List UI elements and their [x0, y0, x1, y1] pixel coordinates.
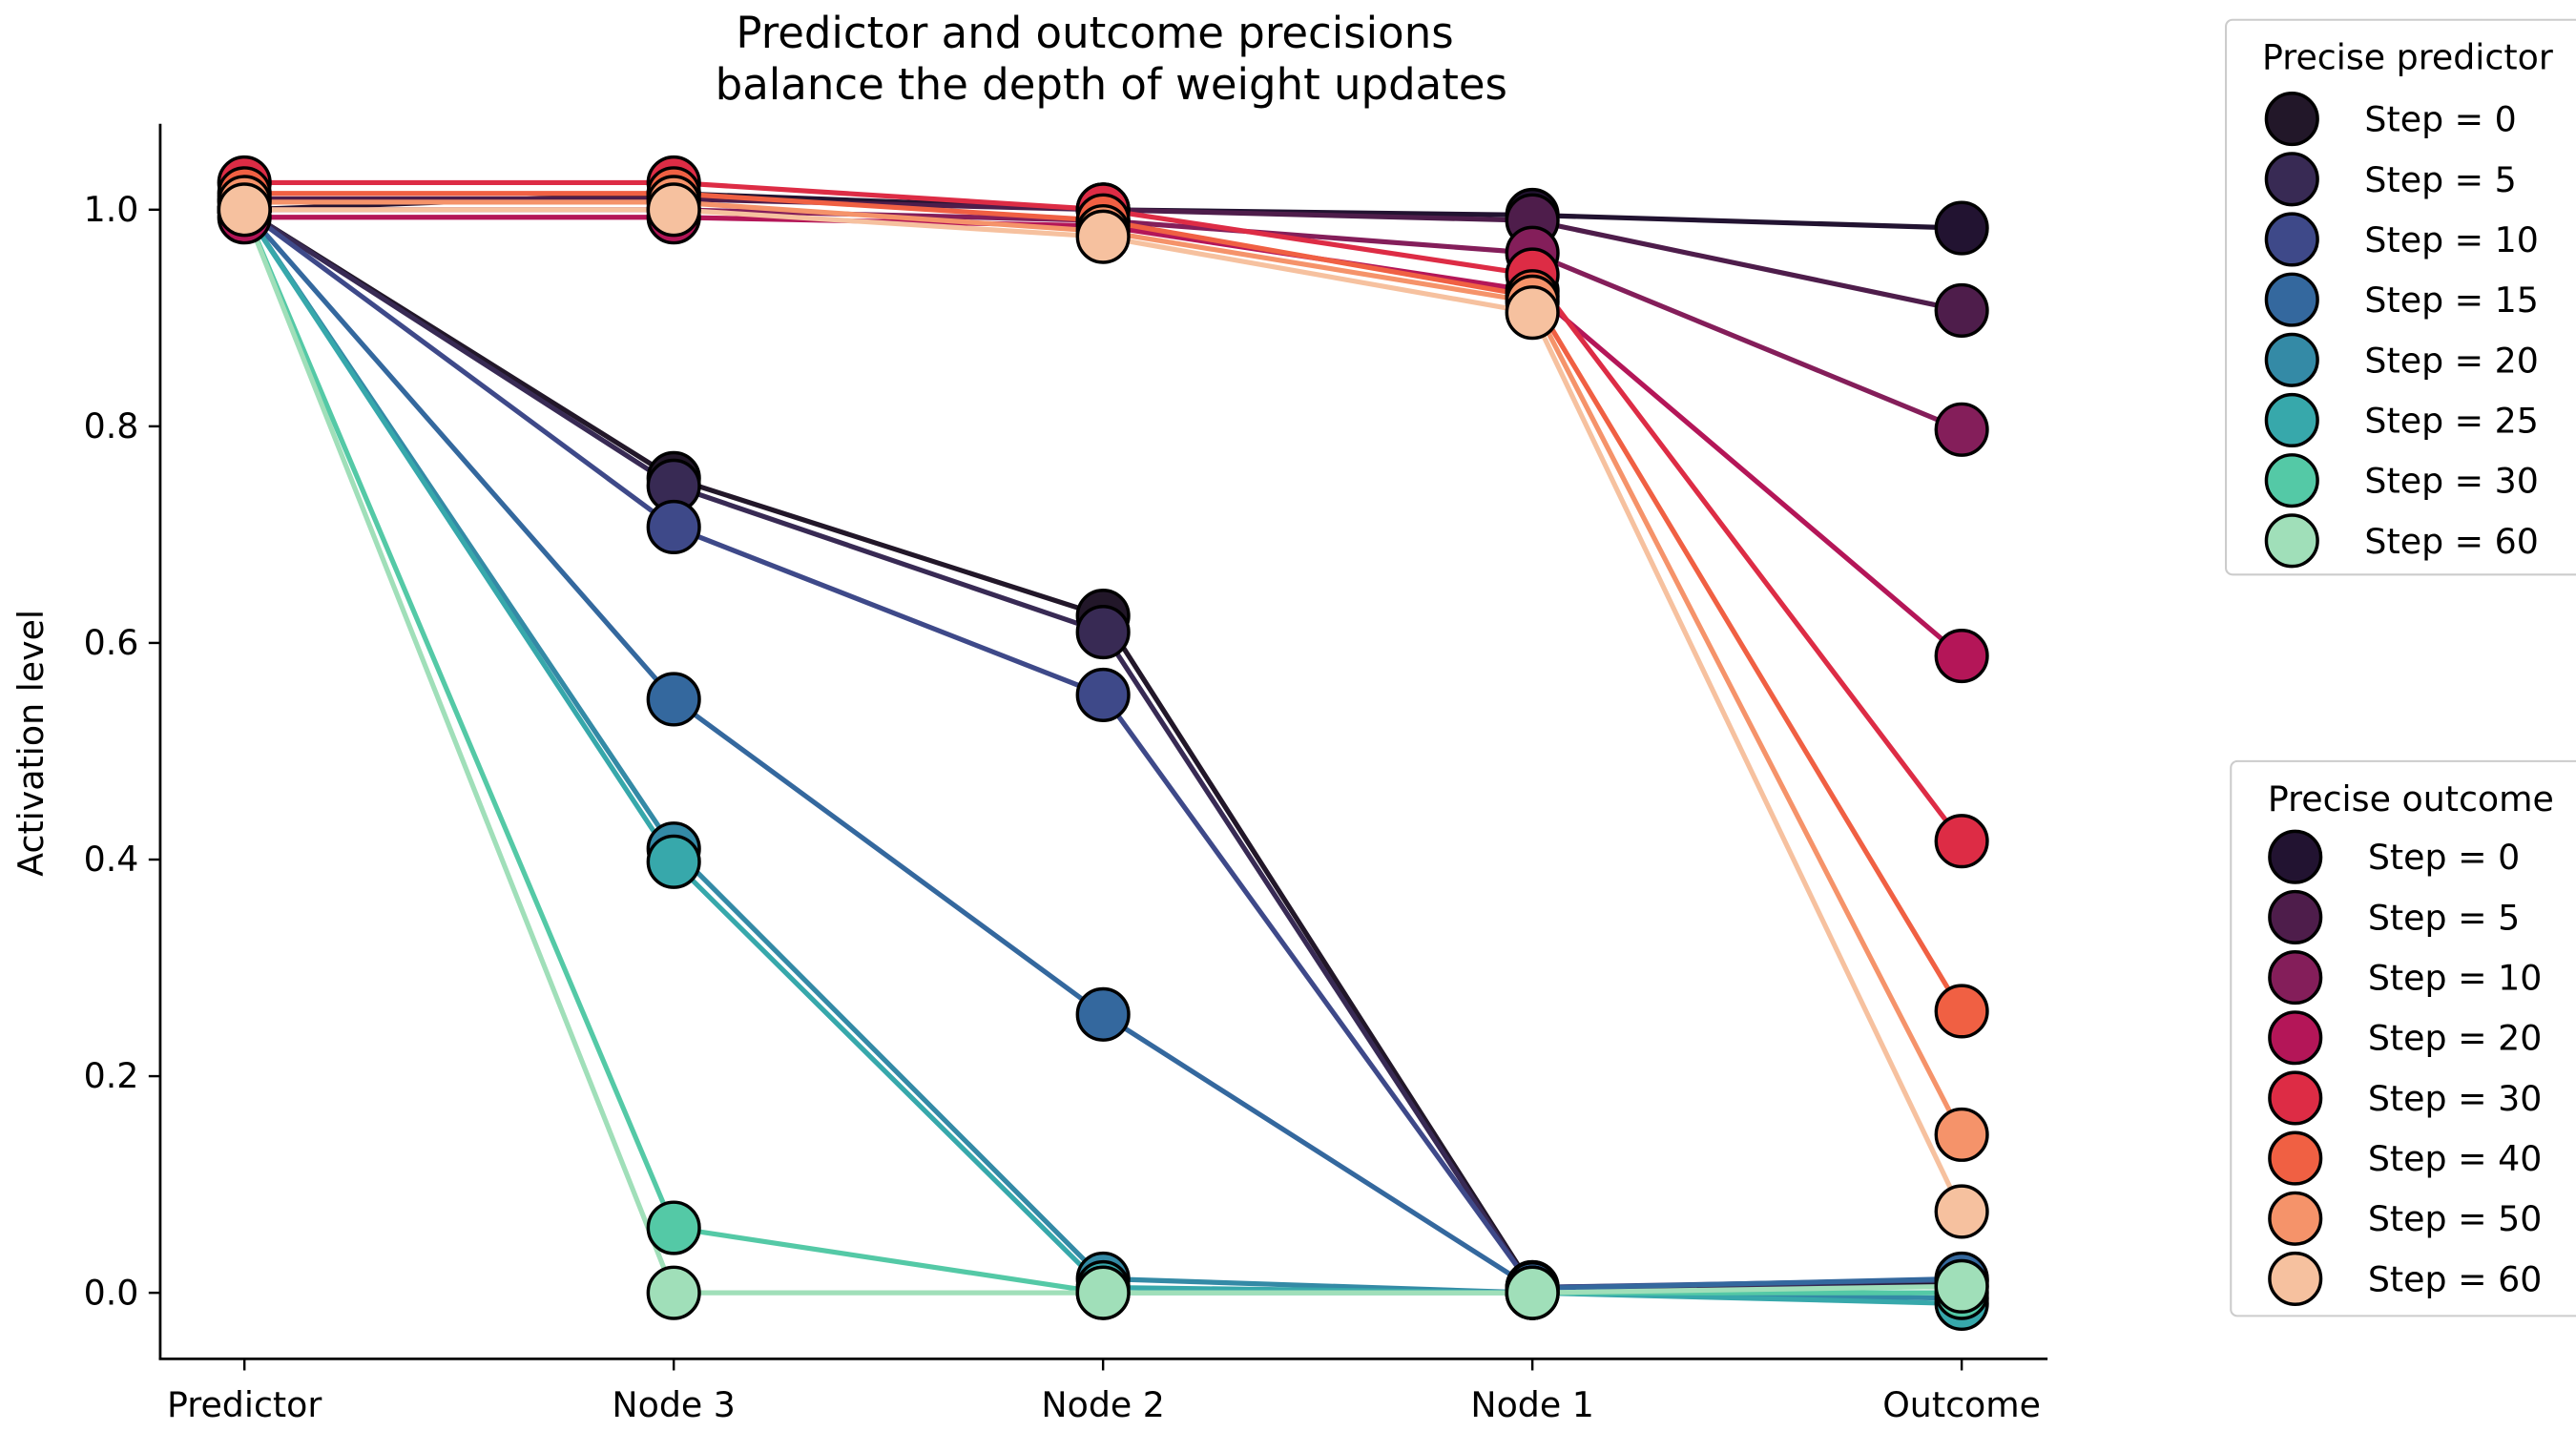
legend-label: Step = 40	[2368, 1138, 2542, 1179]
legend-marker	[2264, 453, 2319, 508]
data-point	[217, 182, 272, 238]
data-point	[1505, 285, 1560, 341]
legend-label: Step = 20	[2368, 1018, 2542, 1059]
legend-label: Step = 20	[2364, 340, 2538, 381]
y-axis-label: Activation level	[10, 610, 52, 877]
legend-marker	[2264, 513, 2319, 569]
legend-marker	[2268, 889, 2323, 944]
legend-precise-predictor: Precise predictor Step = 0 Step = 5 Step = …	[2225, 18, 2576, 576]
y-tick-label: 0.6	[84, 622, 139, 663]
legend-label: Step = 30	[2364, 461, 2538, 502]
legend-marker	[2268, 1251, 2323, 1306]
x-tick-label: Node 2	[1041, 1384, 1164, 1425]
data-point	[1934, 1258, 1989, 1314]
data-point	[1505, 1265, 1560, 1320]
legend-marker	[2264, 392, 2319, 448]
x-tick-label: Node 1	[1470, 1384, 1593, 1425]
legend-marker	[2268, 1010, 2323, 1066]
legend-label: Step = 10	[2364, 219, 2538, 260]
legend-title: Precise outcome	[2268, 778, 2554, 819]
legend-marker	[2264, 332, 2319, 387]
legend-label: Step = 10	[2368, 958, 2542, 999]
y-tick-label: 0.0	[84, 1272, 139, 1313]
legend-label: Step = 60	[2368, 1258, 2542, 1299]
y-tick-label: 1.0	[84, 189, 139, 230]
data-point	[1075, 605, 1131, 660]
data-point	[646, 1200, 701, 1255]
legend-marker	[2268, 1191, 2323, 1246]
legend-marker	[2268, 950, 2323, 1006]
chart-title-line-2: balance the depth of weight updates	[716, 59, 1507, 110]
y-tick-label: 0.4	[84, 839, 139, 880]
data-point	[1934, 984, 1989, 1039]
series-line	[244, 179, 1964, 843]
legend-precise-outcome: Precise outcome Step = 0 Step = 5 Step = 10…	[2230, 759, 2576, 1317]
y-tick-label: 0.8	[84, 405, 139, 446]
legend-marker	[2264, 272, 2319, 327]
data-point	[1075, 986, 1131, 1042]
legend-label: Step = 30	[2368, 1078, 2542, 1119]
legend-label: Step = 50	[2368, 1198, 2542, 1239]
data-point	[1934, 200, 1989, 256]
legend-marker	[2264, 152, 2319, 207]
legend-label: Step = 25	[2364, 400, 2538, 441]
data-point	[1934, 814, 1989, 869]
series-line	[242, 207, 1963, 1291]
legend-label: Step = 5	[2368, 897, 2520, 938]
legend-marker	[2264, 212, 2319, 267]
x-tick-label: Predictor	[167, 1384, 322, 1425]
legend-title: Precise predictor	[2262, 37, 2553, 78]
data-point	[1934, 629, 1989, 684]
legend-marker	[2268, 1070, 2323, 1126]
legend-marker	[2268, 829, 2323, 884]
data-point	[1934, 282, 1989, 338]
data-point	[646, 182, 701, 238]
data-point	[646, 672, 701, 727]
data-point	[1934, 1184, 1989, 1239]
legend-label: Step = 60	[2364, 521, 2538, 562]
y-tick-label: 0.2	[84, 1055, 139, 1096]
data-point	[1075, 209, 1131, 264]
data-point	[1934, 402, 1989, 457]
data-point	[1934, 1107, 1989, 1162]
data-point	[1075, 667, 1131, 722]
legend-label: Step = 5	[2364, 159, 2516, 200]
legend-marker	[2268, 1130, 2323, 1186]
legend-label: Step = 15	[2364, 280, 2538, 321]
chart-title-line-1: Predictor and outcome precisions	[736, 8, 1453, 58]
data-point	[1075, 1265, 1131, 1320]
legend-label: Step = 0	[2364, 99, 2516, 140]
x-tick-label: Node 3	[612, 1384, 735, 1425]
legend-frame	[2230, 759, 2576, 1317]
data-point	[646, 1265, 701, 1320]
legend-marker	[2264, 92, 2319, 147]
legend-label: Step = 0	[2368, 837, 2520, 878]
data-point	[646, 834, 701, 889]
x-tick-label: Outcome	[1882, 1384, 2041, 1425]
data-point	[646, 499, 701, 555]
